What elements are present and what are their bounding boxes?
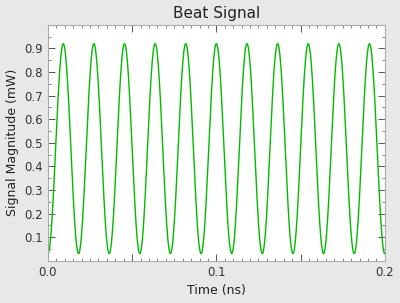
X-axis label: Time (ns): Time (ns) xyxy=(187,284,246,297)
Title: Beat Signal: Beat Signal xyxy=(173,6,260,21)
Y-axis label: Signal Magnitude (mW): Signal Magnitude (mW) xyxy=(6,69,19,216)
